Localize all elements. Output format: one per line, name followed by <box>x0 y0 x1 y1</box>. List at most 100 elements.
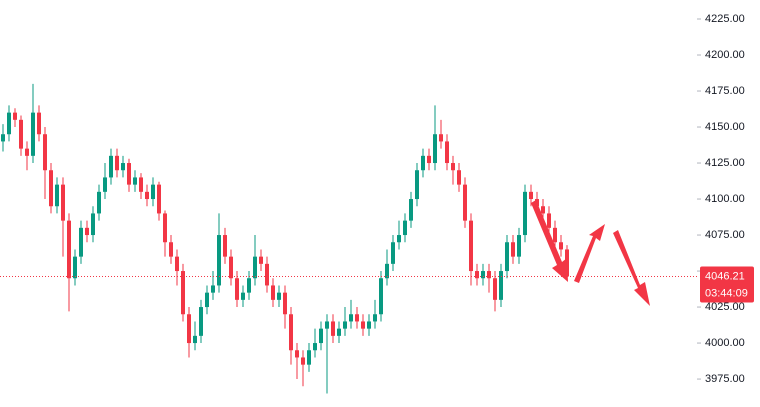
candle-body <box>115 155 119 171</box>
candle-body <box>529 191 533 200</box>
candle-body <box>79 227 83 257</box>
y-tick-label: 4000.00 <box>705 337 745 349</box>
candle-body <box>91 213 95 236</box>
candle-body <box>19 119 23 149</box>
candle-body <box>523 191 527 236</box>
y-tick-label: 4200.00 <box>705 49 745 61</box>
candle-body <box>265 263 269 286</box>
candle-body <box>151 184 155 200</box>
candle-body <box>175 256 179 272</box>
candle-body <box>121 163 125 171</box>
candle-body <box>379 278 383 315</box>
candle-body <box>559 242 563 250</box>
candle-body <box>427 155 431 164</box>
candle-body <box>127 163 131 185</box>
price-axis: 3975.004000.004025.004050.004075.004100.… <box>697 13 754 385</box>
candle-body <box>373 314 377 322</box>
arrow <box>613 230 650 306</box>
candle-body <box>241 292 245 300</box>
candle-body <box>25 148 29 156</box>
y-tick-label: 4150.00 <box>705 121 745 133</box>
countdown-label: 03:44:09 <box>705 287 748 299</box>
candle-body <box>235 278 239 300</box>
candle-body <box>445 141 449 164</box>
candle-body <box>361 321 365 329</box>
candle-body <box>547 213 551 228</box>
candle-body <box>337 328 341 336</box>
candle-body <box>517 235 521 257</box>
candle-body <box>289 314 293 351</box>
candle-body <box>109 155 113 178</box>
candle-body <box>475 271 479 279</box>
candle-body <box>67 220 71 279</box>
candle-body <box>457 170 461 185</box>
candle-body <box>295 350 299 358</box>
candle-body <box>49 170 53 207</box>
candle-body <box>85 227 89 236</box>
annotation-arrows <box>531 200 650 306</box>
candle-body <box>253 256 257 279</box>
arrow <box>574 224 605 283</box>
candle-body <box>145 191 149 200</box>
candle-body <box>415 170 419 200</box>
candle-body <box>133 177 137 185</box>
arrow <box>531 200 568 282</box>
candle-body <box>355 314 359 322</box>
candle-body <box>31 112 35 156</box>
candle-body <box>181 271 185 315</box>
candle-body <box>1 134 5 142</box>
candle-body <box>319 328 323 344</box>
candle-body <box>271 285 275 300</box>
candle-body <box>7 112 11 135</box>
candle-body <box>331 321 335 336</box>
candle-body <box>481 271 485 279</box>
candle-body <box>37 112 41 135</box>
last-price-label: 4046.21 <box>705 270 745 282</box>
candle-body <box>325 321 329 329</box>
candle-body <box>139 177 143 192</box>
y-tick-label: 4075.00 <box>705 229 745 241</box>
candle-body <box>13 112 17 120</box>
y-tick-label: 3975.00 <box>705 373 745 385</box>
candle-body <box>391 242 395 264</box>
candle-body <box>313 343 317 351</box>
y-tick-label: 4125.00 <box>705 157 745 169</box>
candle-body <box>343 321 347 329</box>
candle-body <box>409 199 413 221</box>
candle-body <box>217 235 221 286</box>
candle-body <box>277 292 281 300</box>
candle-body <box>421 155 425 171</box>
candle-body <box>439 134 443 142</box>
candle-body <box>493 278 497 300</box>
candle-body <box>541 206 545 214</box>
candle-body <box>73 256 77 279</box>
candle-body <box>511 242 515 257</box>
candle-body <box>229 256 233 279</box>
candle-body <box>433 134 437 164</box>
candle-body <box>283 292 287 315</box>
candle-body <box>403 220 407 236</box>
candle-body <box>163 213 167 243</box>
candle-body <box>199 307 203 336</box>
candle-body <box>307 350 311 365</box>
candle-body <box>397 235 401 243</box>
candle-body <box>103 177 107 192</box>
candle-body <box>487 271 491 279</box>
candle-body <box>259 256 263 264</box>
candle-body <box>469 220 473 272</box>
candle-body <box>247 278 251 293</box>
candle-body <box>187 314 191 344</box>
y-tick-label: 4225.00 <box>705 13 745 25</box>
candle-body <box>43 134 47 171</box>
candle-body <box>205 292 209 308</box>
candle-body <box>505 242 509 272</box>
price-label-box <box>700 266 754 303</box>
candle-body <box>463 184 467 221</box>
candle-body <box>211 285 215 293</box>
candle-body <box>55 184 59 207</box>
candle-body <box>61 184 65 221</box>
candle-body <box>193 335 197 344</box>
candle-body <box>367 321 371 329</box>
